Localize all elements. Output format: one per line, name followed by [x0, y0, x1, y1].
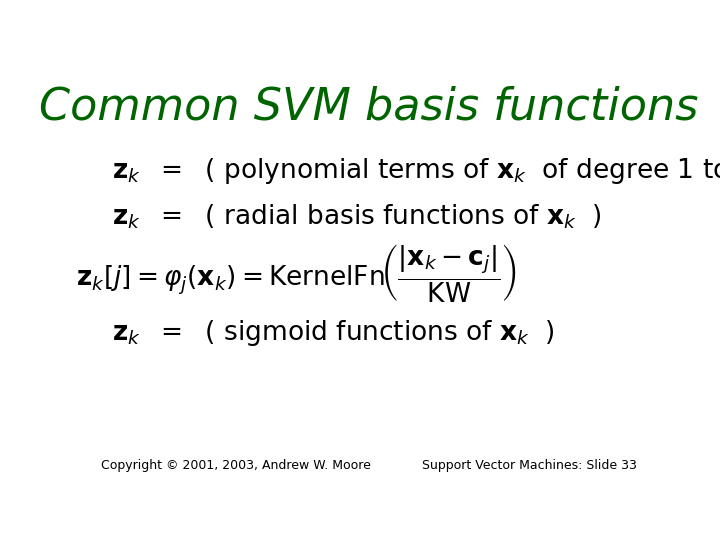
Text: Support Vector Machines: Slide 33: Support Vector Machines: Slide 33 [422, 460, 637, 472]
Text: $\mathbf{z}_k[j] = \varphi_j(\mathbf{x}_k) = \mathrm{KernelFn}\!\left(\dfrac{|\m: $\mathbf{z}_k[j] = \varphi_j(\mathbf{x}_… [76, 241, 517, 303]
Text: $\mathbf{z}_k$  $=$  ( sigmoid functions of $\mathbf{x}_k$  ): $\mathbf{z}_k$ $=$ ( sigmoid functions o… [112, 319, 555, 348]
Text: Copyright © 2001, 2003, Andrew W. Moore: Copyright © 2001, 2003, Andrew W. Moore [101, 460, 371, 472]
Text: $\mathbf{z}_k$  $=$  ( radial basis functions of $\mathbf{x}_k$  ): $\mathbf{z}_k$ $=$ ( radial basis functi… [112, 202, 602, 231]
Text: $\mathbf{z}_k$  $=$  ( polynomial terms of $\mathbf{x}_k$  of degree 1 to  $q$ ): $\mathbf{z}_k$ $=$ ( polynomial terms of… [112, 156, 720, 186]
Text: Common SVM basis functions: Common SVM basis functions [40, 85, 698, 129]
